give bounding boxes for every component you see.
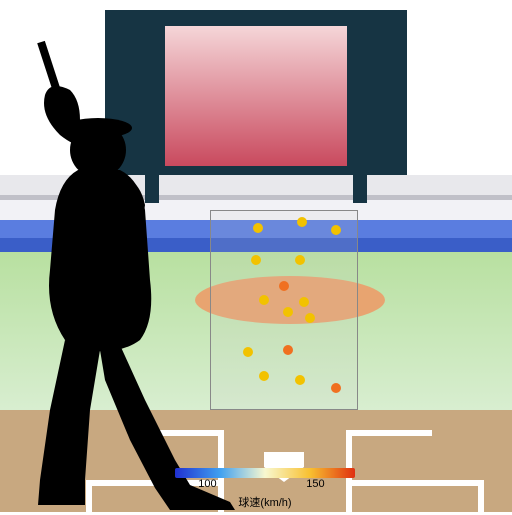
pitch-marker bbox=[251, 255, 261, 265]
pitch-marker bbox=[295, 375, 305, 385]
speed-legend: 100 150 球速(km/h) bbox=[165, 468, 365, 510]
pitch-marker bbox=[253, 223, 263, 233]
legend-ticks: 100 150 bbox=[175, 478, 355, 492]
batter-box-line bbox=[352, 430, 432, 436]
pitch-marker bbox=[283, 345, 293, 355]
pitch-marker bbox=[283, 307, 293, 317]
pitch-marker bbox=[299, 297, 309, 307]
legend-gradient bbox=[175, 468, 355, 478]
legend-label: 球速(km/h) bbox=[165, 494, 365, 510]
pitch-marker bbox=[331, 383, 341, 393]
scoreboard-leg-right bbox=[353, 175, 367, 203]
pitch-marker bbox=[295, 255, 305, 265]
pitch-marker bbox=[259, 295, 269, 305]
legend-tick: 150 bbox=[306, 478, 324, 490]
pitch-marker bbox=[259, 371, 269, 381]
pitch-marker bbox=[331, 225, 341, 235]
batter-box-line bbox=[346, 480, 484, 486]
legend-tick: 100 bbox=[198, 478, 216, 490]
pitch-marker bbox=[279, 281, 289, 291]
pitch-marker bbox=[305, 313, 315, 323]
batter-silhouette bbox=[0, 40, 250, 510]
pitch-marker bbox=[297, 217, 307, 227]
batter-box-line bbox=[478, 480, 484, 512]
